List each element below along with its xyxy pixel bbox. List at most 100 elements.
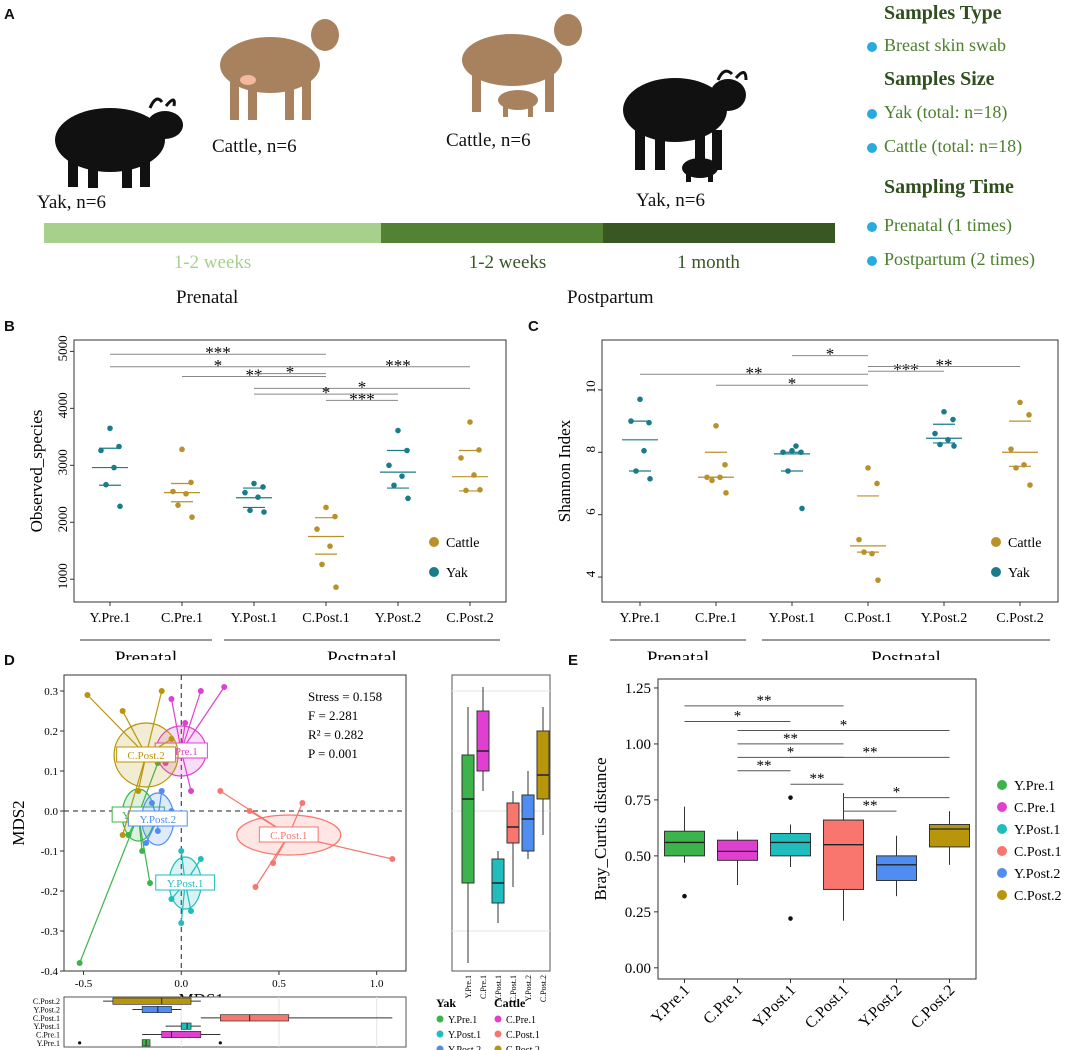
y-tick-label: -0.3 [41, 926, 59, 938]
side-boxplot-label: Y.Post.2 [524, 975, 533, 1002]
significance-label: ** [746, 363, 763, 382]
significance-label: * [734, 709, 742, 725]
significance-label: *** [205, 343, 231, 362]
side-boxplot-label: C.Post.1 [509, 975, 518, 1002]
outlier-point [78, 1041, 82, 1045]
data-point [793, 443, 799, 449]
significance-label: * [788, 374, 797, 393]
data-point [467, 419, 473, 425]
x-tick-label: C.Pre.1 [695, 611, 737, 626]
bottom-boxplot-label: Y.Post.1 [33, 1022, 60, 1031]
legend-label: Cattle [1008, 536, 1041, 551]
y-tick-label: 1.25 [625, 681, 651, 697]
data-point [117, 503, 123, 510]
y-tick-label: 10 [583, 380, 598, 393]
significance-label: * [840, 717, 848, 733]
significance-label: *** [893, 360, 919, 379]
data-point [251, 480, 257, 487]
data-point [1021, 461, 1027, 468]
y-tick-label: 6 [583, 508, 598, 515]
data-point [148, 800, 155, 806]
box [461, 754, 475, 884]
legend-key [997, 824, 1007, 834]
significance-label: * [787, 744, 795, 760]
x-tick-label: C.Pre.1 [161, 611, 203, 626]
x-tick-label: C.Post.1 [302, 611, 349, 626]
legend-key [429, 537, 439, 547]
prenatal-label: Prenatal [176, 287, 239, 308]
y-axis-title: Shannon Index [555, 419, 574, 522]
y-tick-label: 0.3 [44, 686, 58, 698]
x-tick-label: 0.5 [272, 978, 286, 990]
legend-item-breast-skin: Breast skin swab [884, 35, 1006, 55]
timeline-segment-label-2: 1-2 weeks [468, 252, 547, 273]
legend-title-cattle: Cattle [494, 996, 526, 1010]
x-tick-label: Y.Post.1 [750, 982, 800, 1032]
plot-frame [73, 339, 507, 603]
plot-frame [657, 678, 977, 980]
legend-item-prenatal-times: Prenatal (1 times) [884, 215, 1012, 235]
group-label: Prenatal [115, 648, 177, 660]
data-point [84, 692, 91, 698]
legend-key [991, 537, 1001, 547]
y-tick-label: 4 [583, 570, 598, 577]
data-point [179, 446, 185, 453]
cattle-post-label: Cattle, n=6 [446, 130, 531, 151]
group-label: C.Post.1 [270, 830, 307, 842]
legend-key [997, 868, 1007, 878]
spider-line [170, 698, 182, 752]
data-point [189, 514, 195, 520]
y-tick-label: 0.25 [625, 905, 651, 921]
legend-key [494, 1030, 502, 1038]
significance-label: *** [349, 389, 375, 408]
box [536, 730, 550, 800]
data-point [261, 509, 267, 515]
postpartum-label: Postpartum [567, 287, 654, 308]
data-point [391, 482, 397, 489]
box [476, 710, 490, 772]
bullet-icon [867, 143, 877, 153]
y-tick-label: 8 [583, 446, 598, 453]
data-point [143, 840, 150, 846]
box [717, 839, 758, 861]
x-tick-label: Y.Post.2 [856, 982, 906, 1032]
data-point [704, 474, 710, 481]
legend-key [494, 1015, 502, 1023]
legend-key [436, 1030, 444, 1038]
x-tick-label: Y.Post.1 [231, 611, 277, 626]
y-tick-label: 0.2 [44, 726, 58, 738]
legend-heading-samples-type: Samples Type [884, 2, 1002, 24]
bullet-icon [867, 109, 877, 119]
legend-label: Y.Post.1 [448, 1030, 481, 1041]
data-point [1013, 465, 1019, 471]
data-point [723, 490, 729, 496]
x-tick-label: Y.Post.1 [769, 611, 815, 626]
group-label-box [155, 874, 216, 891]
x-tick-label: 1.0 [370, 978, 384, 990]
cattle-pre-label: Cattle, n=6 [212, 136, 297, 157]
significance-label: ** [863, 744, 878, 760]
legend-heading-sampling-time: Sampling Time [884, 176, 1014, 198]
bottom-boxplot-label: C.Post.2 [33, 997, 60, 1006]
data-point [299, 800, 306, 806]
data-point [1008, 446, 1014, 452]
data-point [389, 856, 396, 862]
legend-key [436, 1045, 444, 1050]
x-tick-label: Y.Post.2 [375, 611, 421, 626]
x-tick-label: C.Post.1 [802, 982, 852, 1032]
data-point [178, 920, 185, 926]
data-point [221, 684, 228, 690]
data-point [780, 449, 786, 456]
legend-item-cattle-total: Cattle (total: n=18) [884, 136, 1023, 156]
box [219, 1014, 290, 1022]
x-tick-label: 0.0 [174, 978, 188, 990]
x-tick-label: C.Post.2 [908, 982, 958, 1032]
data-point [399, 473, 405, 479]
data-point [633, 468, 639, 474]
data-point [260, 484, 266, 490]
significance-label: ** [783, 731, 798, 747]
spider-line [79, 814, 139, 964]
legend-label: Yak [1008, 566, 1030, 581]
x-tick-label: Y.Pre.1 [90, 611, 131, 626]
cattle-silhouette-pre [220, 19, 339, 120]
